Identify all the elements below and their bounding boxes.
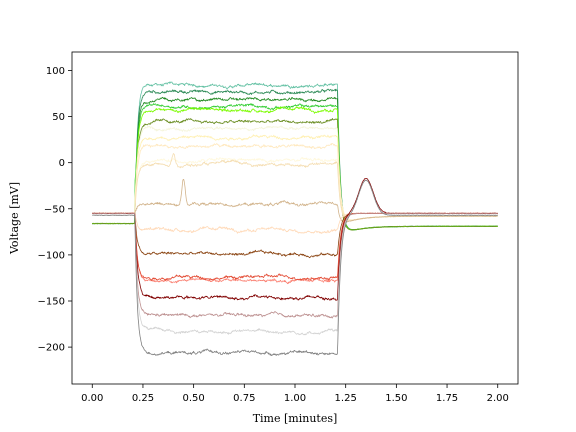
series-line [92,212,498,285]
y-tick-label: −100 [38,250,65,261]
x-tick-label: 1.75 [436,393,458,404]
plot-frame [71,51,519,385]
series-line [92,212,499,259]
series-line [92,212,498,281]
x-axis-label: Time [minutes] [253,412,338,425]
series-line [92,179,498,356]
series-line [92,134,498,221]
series-line [92,106,498,231]
x-tick-label: 1.50 [385,393,407,404]
series-line [92,153,498,222]
x-tick-label: 0.25 [132,393,154,404]
x-tick-label: 1.00 [284,393,306,404]
traces [91,81,499,356]
series-line [91,157,498,221]
series-line [92,178,498,301]
series-line [92,212,498,319]
y-tick-label: −50 [44,204,65,215]
y-tick-label: 0 [59,158,65,169]
y-tick-label: 50 [52,112,65,123]
x-tick-label: 0.00 [81,393,103,404]
x-tick-label: 2.00 [487,393,509,404]
series-line [92,88,498,231]
x-tick-label: 0.50 [183,393,205,404]
y-tick-label: −200 [38,343,65,354]
series-line [92,142,498,221]
y-axis-label: Voltage [mV] [8,182,21,255]
x-tick-label: 0.75 [233,393,255,404]
y-tick-label: 100 [46,66,65,77]
x-axis-ticks: 0.00 0.25 0.50 0.75 1.00 1.25 1.50 1.75 2.00 [81,384,509,404]
series-line [92,118,498,231]
y-axis-ticks: −200 −150 −100 −50 0 50 100 [38,66,72,354]
x-tick-label: 1.25 [335,393,357,404]
y-tick-label: −150 [38,297,65,308]
series-line [92,178,498,223]
series-line [91,96,498,231]
